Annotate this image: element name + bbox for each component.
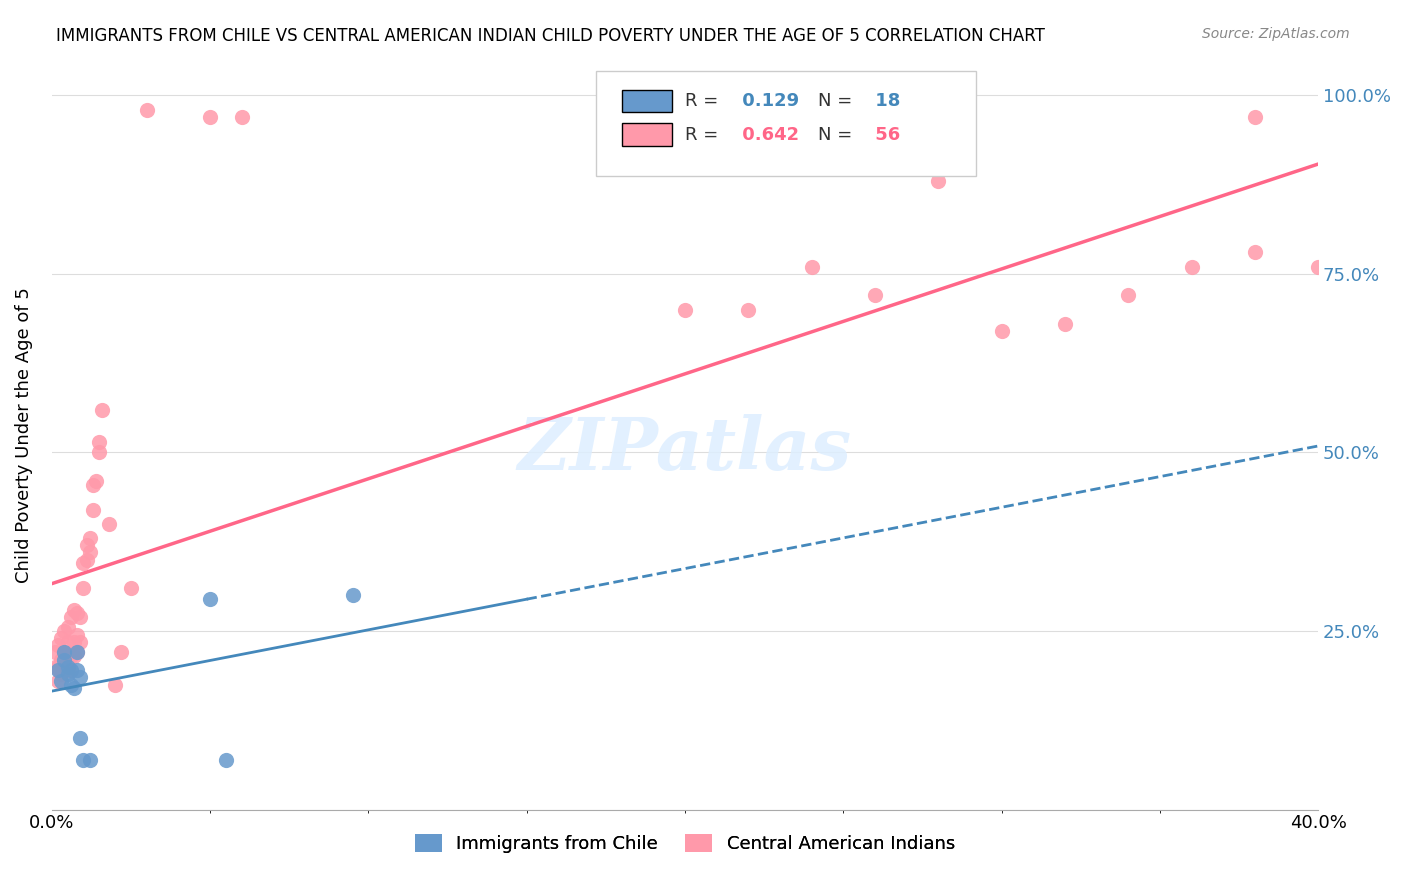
Point <box>69 731 91 745</box>
Point <box>51 673 73 688</box>
Point <box>59 677 82 691</box>
Text: R =: R = <box>685 126 718 144</box>
Point <box>84 474 107 488</box>
Point <box>120 581 142 595</box>
Text: 56: 56 <box>869 126 900 144</box>
Point <box>673 302 696 317</box>
Point <box>56 634 79 648</box>
Point <box>46 638 69 652</box>
Point <box>79 531 101 545</box>
Point <box>53 645 76 659</box>
Point <box>89 445 111 459</box>
Point <box>44 659 66 673</box>
Point <box>66 606 89 620</box>
Text: N =: N = <box>818 92 852 110</box>
Point <box>56 648 79 663</box>
Text: IMMIGRANTS FROM CHILE VS CENTRAL AMERICAN INDIAN CHILD POVERTY UNDER THE AGE OF : IMMIGRANTS FROM CHILE VS CENTRAL AMERICA… <box>56 27 1045 45</box>
Point <box>79 753 101 767</box>
Point <box>59 609 82 624</box>
Point <box>1308 260 1330 274</box>
Point <box>79 545 101 559</box>
Point <box>63 634 86 648</box>
Text: 0.129: 0.129 <box>735 92 799 110</box>
Text: ZIPatlas: ZIPatlas <box>517 414 852 485</box>
Text: Source: ZipAtlas.com: Source: ZipAtlas.com <box>1202 27 1350 41</box>
Point <box>104 677 127 691</box>
Point <box>76 552 98 566</box>
FancyBboxPatch shape <box>621 123 672 146</box>
Point <box>46 659 69 673</box>
Y-axis label: Child Poverty Under the Age of 5: Child Poverty Under the Age of 5 <box>15 286 32 582</box>
Point <box>63 681 86 695</box>
Point <box>1180 260 1202 274</box>
Point <box>69 670 91 684</box>
Point <box>59 648 82 663</box>
Point <box>1053 317 1076 331</box>
Point <box>76 538 98 552</box>
Point <box>56 666 79 681</box>
Point <box>72 753 94 767</box>
Point <box>82 477 104 491</box>
Point <box>800 260 823 274</box>
Point <box>1243 110 1265 124</box>
Text: R =: R = <box>685 92 718 110</box>
Point <box>51 666 73 681</box>
Point <box>69 634 91 648</box>
Point <box>46 673 69 688</box>
Point <box>63 648 86 663</box>
Text: 0.642: 0.642 <box>735 126 799 144</box>
Point <box>66 645 89 659</box>
Point <box>56 620 79 634</box>
Point <box>72 581 94 595</box>
Point <box>82 502 104 516</box>
FancyBboxPatch shape <box>596 70 976 176</box>
Point <box>66 627 89 641</box>
Point <box>97 516 120 531</box>
Point <box>44 645 66 659</box>
Point <box>56 659 79 673</box>
Point <box>51 631 73 645</box>
Point <box>53 659 76 673</box>
Point <box>53 645 76 659</box>
Point <box>135 103 157 117</box>
Point <box>737 302 759 317</box>
Point <box>51 652 73 666</box>
Point <box>342 588 364 602</box>
Point <box>215 753 238 767</box>
Point <box>72 556 94 570</box>
Point <box>198 591 221 606</box>
Point <box>53 652 76 666</box>
Point <box>990 324 1012 338</box>
Point <box>198 110 221 124</box>
Point <box>66 645 89 659</box>
Point <box>863 288 886 302</box>
Point <box>231 110 253 124</box>
Point <box>46 663 69 677</box>
Point <box>69 609 91 624</box>
Text: 18: 18 <box>869 92 900 110</box>
Point <box>89 434 111 449</box>
FancyBboxPatch shape <box>621 89 672 112</box>
Point <box>927 174 949 188</box>
Point <box>91 402 114 417</box>
Point <box>110 645 132 659</box>
Text: N =: N = <box>818 126 852 144</box>
Point <box>1116 288 1139 302</box>
Point <box>59 663 82 677</box>
Point <box>63 602 86 616</box>
Point <box>66 663 89 677</box>
Legend: Immigrants from Chile, Central American Indians: Immigrants from Chile, Central American … <box>408 827 962 861</box>
Point <box>53 624 76 638</box>
Point <box>56 663 79 677</box>
Point <box>1243 245 1265 260</box>
